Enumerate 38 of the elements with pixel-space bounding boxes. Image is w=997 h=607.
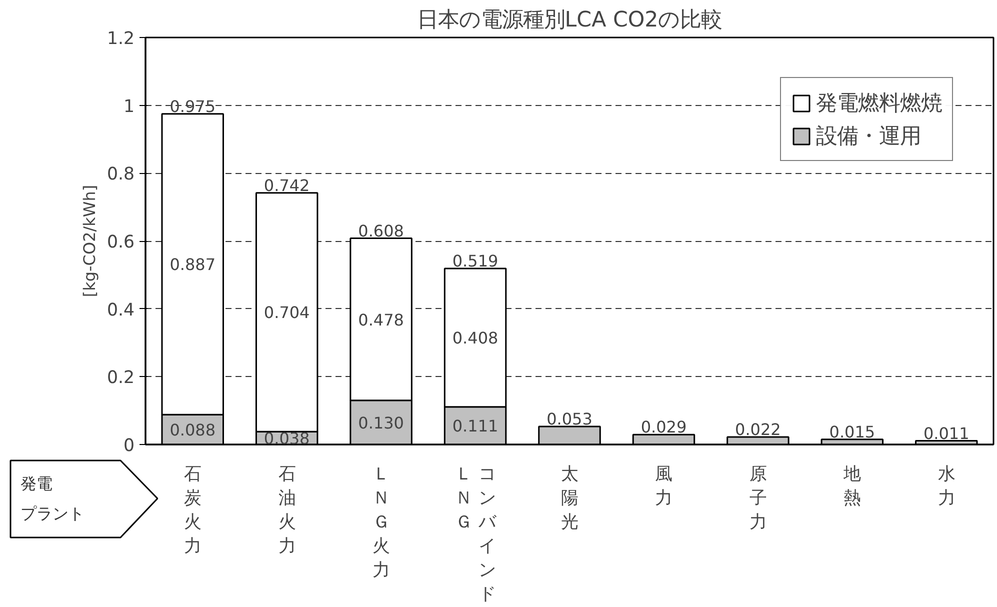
y-tick-label: 1.2 [106, 29, 135, 49]
y-tick-label: 0.6 [106, 232, 135, 252]
y-tick-label: 1 [123, 96, 135, 117]
legend-label: 発電燃料燃焼 [816, 90, 942, 117]
total-label: 0.975 [170, 96, 216, 116]
x-tick-label: 地熱 [842, 464, 861, 508]
x-tick-label: ＬＮＧ火力 [372, 464, 390, 580]
text: 発電プラント [20, 474, 84, 524]
y-axis-title: [kg-CO2/kWh] [80, 184, 99, 298]
x-tick-label: 水力 [938, 464, 955, 508]
y-tick-label: 0.4 [106, 300, 135, 320]
total-label: 0.519 [452, 251, 498, 270]
total-label: 0.015 [829, 422, 876, 442]
legend-label: 設備・運用 [816, 123, 921, 150]
data-label: 0.088 [170, 420, 216, 440]
data-label: 0.408 [452, 328, 498, 348]
data-label: 0.130 [358, 413, 404, 432]
x-tick-label: 原子力 [749, 464, 766, 532]
total-label: 0.608 [358, 221, 404, 240]
y-tick-label: 0 [123, 436, 135, 456]
y-tick-label: 0.8 [106, 164, 135, 185]
total-label: 0.022 [735, 420, 781, 440]
x-tick-label: 風力 [655, 464, 672, 508]
y-tick-label: 0.2 [106, 368, 135, 388]
data-label: 0.478 [358, 310, 404, 330]
data-label: 0.887 [170, 255, 216, 274]
chart-title: 日本の電源種別LCA CO2の比較 [416, 8, 722, 32]
total-label: 0.029 [640, 418, 687, 437]
x-tick-label: 太陽光 [561, 464, 578, 532]
total-label: 0.053 [546, 410, 592, 429]
total-label: 0.742 [264, 176, 310, 195]
x-tick-label: 石炭火力 [184, 464, 202, 556]
x-tick-label: 石油火力 [278, 464, 296, 556]
category-label: ＬＮＧコンバインド [455, 464, 496, 604]
total-label: 0.011 [923, 424, 970, 443]
data-label: 0.704 [264, 303, 310, 322]
data-label: 0.111 [452, 416, 498, 436]
data-label: 0.038 [264, 429, 310, 448]
